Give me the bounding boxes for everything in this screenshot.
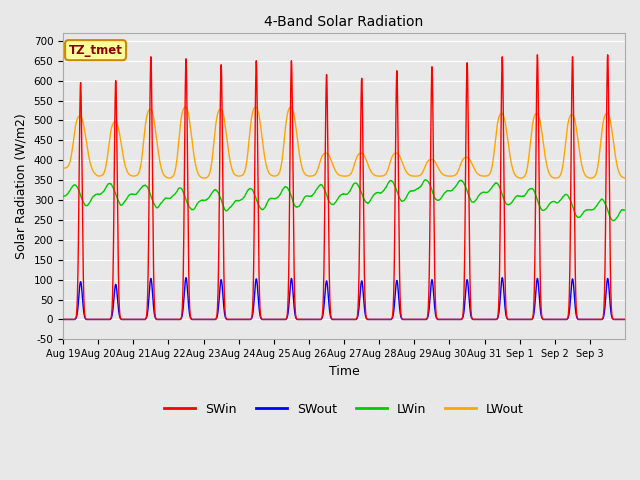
X-axis label: Time: Time [328, 365, 360, 378]
Title: 4-Band Solar Radiation: 4-Band Solar Radiation [264, 15, 424, 29]
Legend: SWin, SWout, LWin, LWout: SWin, SWout, LWin, LWout [159, 397, 529, 420]
Text: TZ_tmet: TZ_tmet [68, 44, 122, 57]
Y-axis label: Solar Radiation (W/m2): Solar Radiation (W/m2) [15, 113, 28, 259]
